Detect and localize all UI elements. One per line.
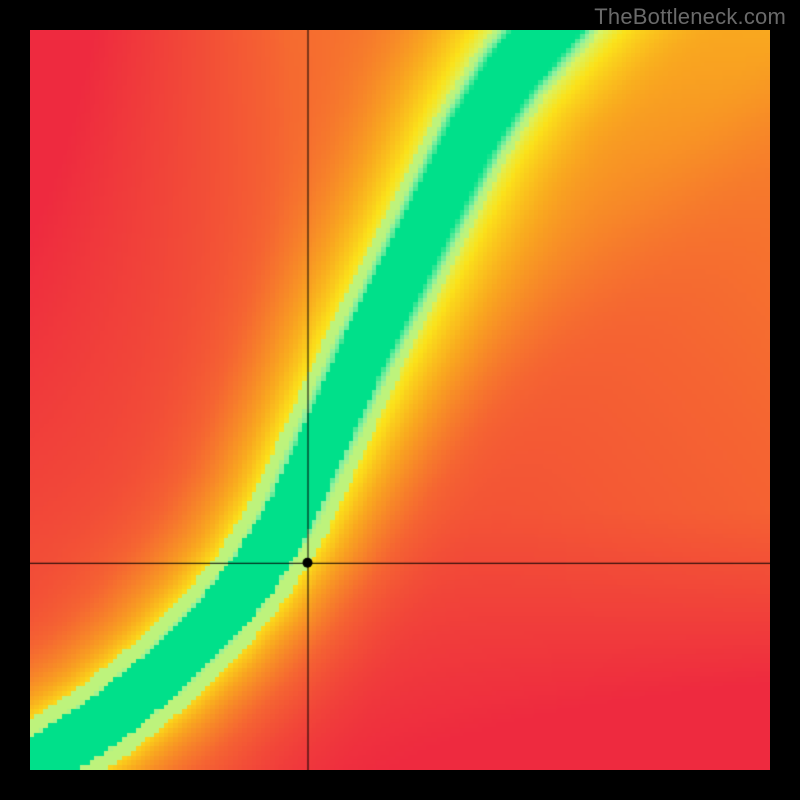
watermark-text: TheBottleneck.com [594, 4, 786, 30]
heatmap-canvas [30, 30, 770, 770]
plot-area [30, 30, 770, 770]
chart-container: TheBottleneck.com [0, 0, 800, 800]
